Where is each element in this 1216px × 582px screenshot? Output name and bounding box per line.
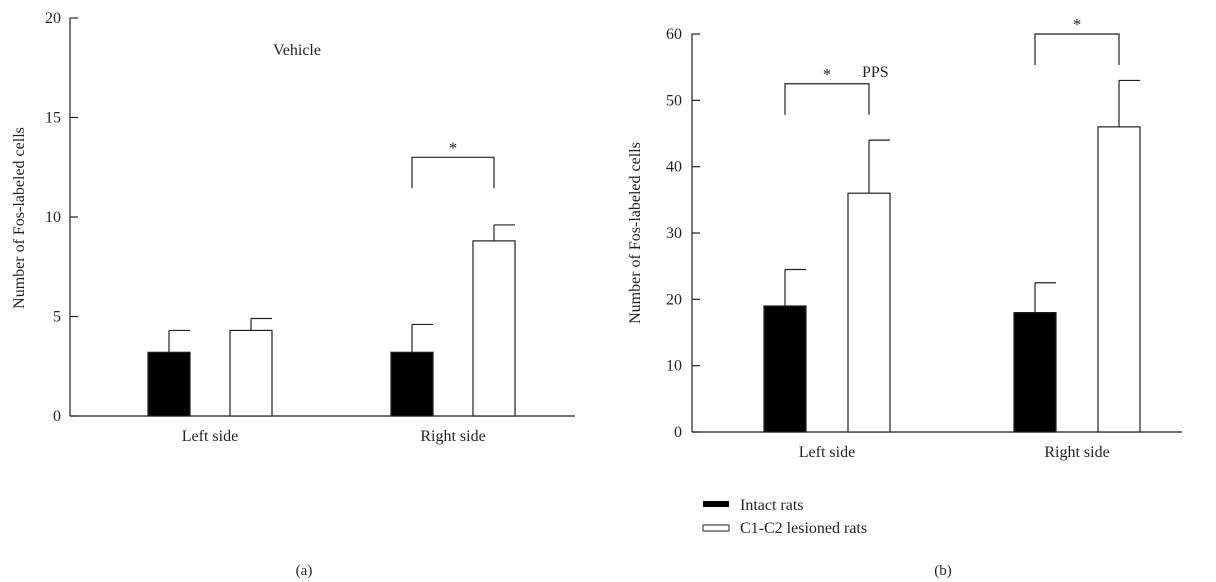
bar-a-s0-c1: [390, 351, 434, 417]
y-tick-label-b-2: 20: [666, 291, 682, 308]
legend: Intact rats C1-C2 lesioned rats: [702, 497, 867, 537]
bar-a-s0-c0: [147, 351, 191, 417]
y-tick-label-b-4: 40: [666, 159, 682, 176]
bar-a-s1-c1: [472, 240, 516, 417]
significance-label-a-0: *: [449, 138, 458, 157]
y-tick-label-a-1: 5: [53, 309, 61, 326]
legend-swatch-intact: [703, 501, 729, 507]
bar-b-s0-c1: [1013, 312, 1057, 433]
category-label-a-0: Left side: [182, 428, 238, 445]
bar-a-s1-c0: [229, 329, 273, 417]
legend-label-lesioned: C1-C2 lesioned rats: [740, 520, 867, 537]
y-tick-label-a-0: 0: [53, 408, 61, 425]
y-tick-label-a-3: 15: [45, 110, 61, 127]
y-tick-label-a-2: 10: [45, 209, 61, 226]
annotation-a: Vehicle: [273, 42, 321, 59]
significance-bracket-a-0: [411, 156, 495, 189]
y-tick-label-b-6: 60: [666, 26, 682, 43]
significance-label-b-0: *: [823, 65, 832, 84]
y-tick-label-b-0: 0: [674, 424, 682, 441]
y-axis-label-a: Number of Fos-labeled cells: [11, 127, 28, 309]
y-tick-label-b-3: 30: [666, 225, 682, 242]
annotation-b: PPS: [862, 64, 889, 81]
y-tick-label-b-1: 10: [666, 358, 682, 375]
legend-label-intact: Intact rats: [740, 497, 804, 514]
y-axis-label-b: Number of Fos-labeled cells: [627, 142, 644, 324]
chart-panel-a: 0 5 10 15 20 Number of Fos-labeled cells Vehic…: [11, 10, 575, 579]
significance-bracket-b-0: [784, 83, 870, 115]
legend-swatch-lesioned: [702, 524, 730, 532]
category-label-b-1: Right side: [1044, 444, 1109, 461]
y-tick-label-b-5: 50: [666, 92, 682, 109]
y-tick-label-a-4: 20: [45, 10, 61, 27]
bar-b-s1-c0: [847, 192, 891, 433]
panel-label-a: (a): [296, 563, 313, 579]
bar-b-s0-c0: [763, 305, 807, 433]
significance-label-b-1: *: [1073, 15, 1082, 34]
significance-bracket-b-1: [1034, 33, 1120, 65]
bar-b-s1-c1: [1097, 126, 1141, 433]
category-label-b-0: Left side: [799, 444, 855, 461]
chart-panel-b: 0 10 20 30 40 50 60 Number of Fos-labeled cells…: [627, 15, 1182, 579]
panel-label-b: (b): [934, 563, 952, 579]
category-label-a-1: Right side: [420, 428, 485, 445]
